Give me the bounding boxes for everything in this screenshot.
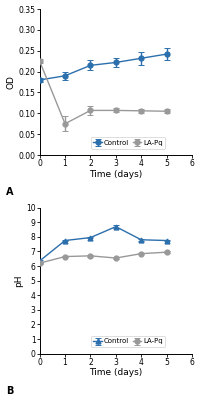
Text: A: A [6, 187, 14, 197]
Text: B: B [6, 386, 14, 396]
Y-axis label: pH: pH [14, 274, 23, 287]
X-axis label: Time (days): Time (days) [89, 368, 142, 377]
X-axis label: Time (days): Time (days) [89, 170, 142, 178]
Legend: Control, LA-Pq: Control, LA-Pq [91, 336, 165, 347]
Legend: Control, LA-Pq: Control, LA-Pq [91, 137, 165, 149]
Y-axis label: OD: OD [7, 75, 16, 89]
